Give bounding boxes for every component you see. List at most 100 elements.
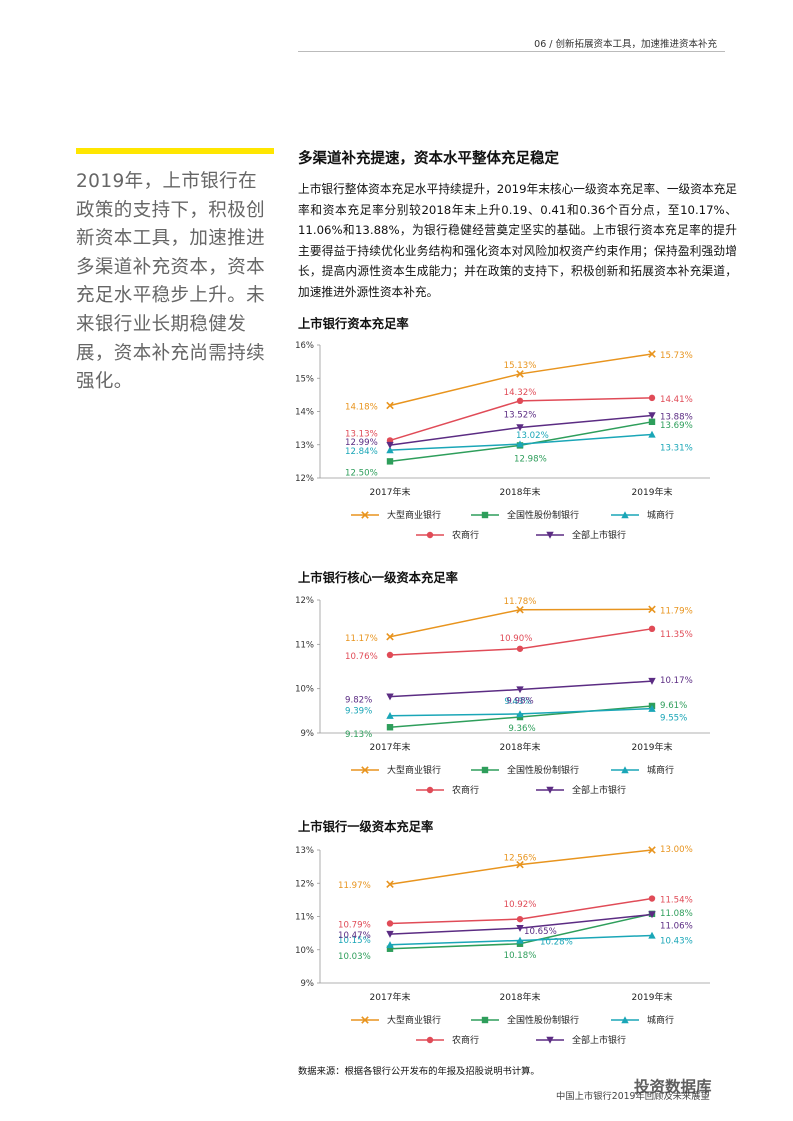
data-label: 10.28% bbox=[540, 937, 573, 947]
legend-all-banks: 全部上市银行 bbox=[536, 784, 626, 796]
x-tick-label: 2018年末 bbox=[500, 741, 541, 753]
legend-marker bbox=[621, 766, 629, 774]
data-label: 11.06% bbox=[660, 922, 693, 932]
legend-label: 全部上市银行 bbox=[572, 784, 626, 796]
source-note: 数据来源：根据各银行公开发布的年报及招股说明书计算。 bbox=[298, 1066, 540, 1077]
data-label: 13.31% bbox=[660, 443, 693, 453]
data-label: 10.90% bbox=[500, 634, 533, 644]
x-tick-label: 2017年末 bbox=[370, 486, 411, 498]
data-point-large-bank bbox=[386, 401, 394, 410]
y-tick-label: 9% bbox=[301, 729, 315, 739]
data-point-all-banks bbox=[516, 686, 524, 694]
data-point-city-bank bbox=[516, 710, 524, 718]
data-point-large-bank bbox=[648, 846, 656, 854]
data-label: 10.03% bbox=[338, 952, 371, 962]
legend-marker bbox=[546, 1036, 554, 1044]
data-label: 11.79% bbox=[660, 606, 693, 616]
y-tick-label: 13% bbox=[295, 441, 314, 451]
x-tick-label: 2019年末 bbox=[632, 486, 673, 498]
legend-all-banks: 全部上市银行 bbox=[536, 1034, 626, 1046]
data-label: 12.98% bbox=[514, 454, 547, 464]
data-label: 15.73% bbox=[660, 351, 693, 361]
legend-large-bank: 大型商业银行 bbox=[351, 1014, 441, 1026]
data-label: 12.84% bbox=[345, 447, 378, 457]
x-tick-label: 2018年末 bbox=[500, 991, 541, 1003]
y-tick-label: 9% bbox=[301, 979, 315, 989]
legend-large-bank: 大型商业银行 bbox=[351, 764, 441, 776]
x-tick-label: 2019年末 bbox=[632, 991, 673, 1003]
data-point-city-bank bbox=[386, 941, 394, 948]
data-label: 9.39% bbox=[345, 707, 372, 717]
legend-all-banks: 全部上市银行 bbox=[536, 529, 626, 541]
page-footer: 中国上市银行2019年回顾及未来展望 bbox=[556, 1091, 710, 1102]
x-tick-label: 2017年末 bbox=[370, 991, 411, 1003]
data-point-rural-bank bbox=[386, 651, 394, 659]
legend-label: 全部上市银行 bbox=[572, 1034, 626, 1046]
legend-label: 城商行 bbox=[647, 509, 674, 521]
data-point-joint-stock-bank bbox=[516, 940, 524, 947]
series-line-large-bank bbox=[389, 608, 653, 638]
chart-title-core-tier1: 上市银行核心一级资本充足率 bbox=[298, 571, 458, 585]
data-label: 9.82% bbox=[345, 696, 372, 706]
data-label: 10.15% bbox=[338, 936, 371, 946]
data-label: 9.61% bbox=[660, 701, 687, 711]
data-label: 13.52% bbox=[504, 410, 537, 420]
data-point-joint-stock-bank bbox=[386, 724, 394, 731]
data-label: 10.76% bbox=[345, 652, 378, 662]
data-point-rural-bank bbox=[516, 645, 524, 652]
legend-city-bank: 城商行 bbox=[611, 764, 674, 776]
y-tick-label: 11% bbox=[295, 640, 314, 650]
legend-marker bbox=[426, 786, 434, 794]
legend-joint-stock-bank: 全国性股份制银行 bbox=[471, 1014, 579, 1026]
data-label: 10.79% bbox=[338, 920, 371, 930]
legend-marker bbox=[481, 511, 489, 519]
data-label: 14.18% bbox=[345, 403, 378, 413]
x-tick-label: 2017年末 bbox=[370, 741, 411, 753]
data-label: 9.36% bbox=[508, 724, 535, 734]
legend-marker bbox=[361, 1016, 369, 1024]
data-point-joint-stock-bank bbox=[386, 945, 394, 952]
data-point-rural-bank bbox=[648, 625, 656, 633]
legend-marker bbox=[481, 766, 489, 774]
data-point-rural-bank bbox=[648, 895, 656, 902]
data-point-large-bank bbox=[386, 880, 394, 889]
data-label: 11.78% bbox=[504, 597, 537, 607]
legend-label: 农商行 bbox=[452, 784, 479, 796]
data-point-rural-bank bbox=[386, 920, 394, 927]
chart-title-capital-adequacy: 上市银行资本充足率 bbox=[298, 317, 409, 331]
data-point-large-bank bbox=[386, 633, 394, 641]
chart-tier1: 9% 10% 11% 12% 13% 2017年末 2018年末 2019年末 11.97% 12… bbox=[295, 845, 710, 1046]
legend-label: 大型商业银行 bbox=[387, 509, 441, 521]
data-point-all-banks bbox=[648, 677, 656, 685]
legend-marker bbox=[546, 531, 554, 539]
legend-rural-bank: 农商行 bbox=[416, 784, 479, 796]
data-point-rural-bank bbox=[516, 915, 524, 923]
watermark: 投资数据库 bbox=[634, 1078, 712, 1096]
data-point-all-banks bbox=[516, 424, 524, 432]
data-point-large-bank bbox=[516, 860, 524, 869]
legend-joint-stock-bank: 全国性股份制银行 bbox=[471, 764, 579, 776]
legend-label: 农商行 bbox=[452, 529, 479, 541]
data-point-large-bank bbox=[516, 605, 524, 614]
legend-label: 全国性股份制银行 bbox=[507, 509, 579, 521]
legend-rural-bank: 农商行 bbox=[416, 529, 479, 541]
data-point-all-banks bbox=[648, 911, 656, 919]
page-header: 06 / 创新拓展资本工具，加速推进资本补充 bbox=[534, 39, 717, 50]
data-point-city-bank bbox=[648, 931, 656, 939]
data-label: 13.88% bbox=[660, 412, 693, 422]
y-tick-label: 13% bbox=[295, 846, 314, 856]
data-point-city-bank bbox=[386, 446, 394, 454]
data-point-large-bank bbox=[516, 370, 524, 378]
y-tick-label: 14% bbox=[295, 408, 314, 418]
data-point-all-banks bbox=[386, 693, 394, 701]
chart-capital-adequacy: 12% 13% 14% 15% 16% 2017年末 2018年末 2019年末 14.18% 1… bbox=[295, 341, 710, 541]
legend-marker bbox=[361, 511, 369, 519]
data-label: 10.65% bbox=[524, 927, 557, 937]
data-label: 13.00% bbox=[660, 845, 693, 855]
data-label: 9.55% bbox=[660, 714, 687, 724]
legend-label: 农商行 bbox=[452, 1034, 479, 1046]
legend-city-bank: 城商行 bbox=[611, 1014, 674, 1026]
legend-label: 全国性股份制银行 bbox=[507, 1014, 579, 1026]
legend-rural-bank: 农商行 bbox=[416, 1034, 479, 1046]
legend-joint-stock-bank: 全国性股份制银行 bbox=[471, 509, 579, 521]
